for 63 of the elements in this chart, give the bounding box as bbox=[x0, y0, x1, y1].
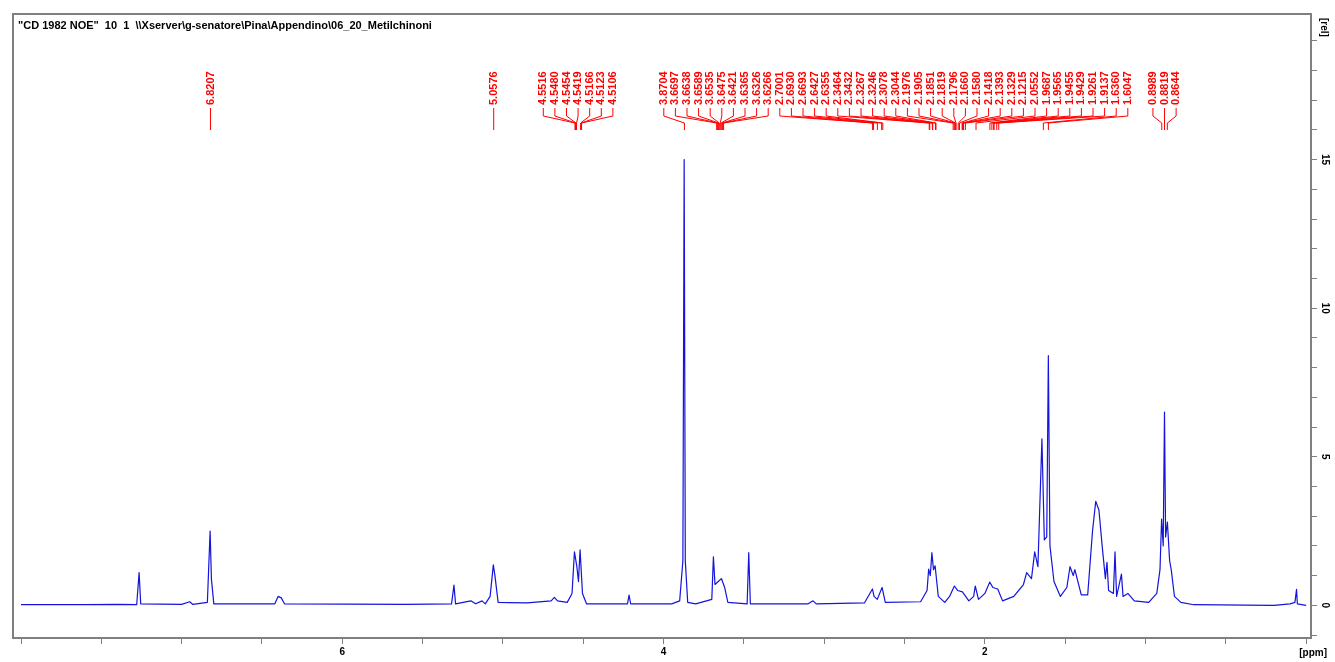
annotation: 2.3464 bbox=[830, 70, 843, 105]
annotation: 2.6355 bbox=[819, 71, 832, 105]
text: "CD 1982 NOE" 10 1 \\Xserver\g-senatore\Pina\Appendino\06_20_Metilchinoni bbox=[18, 19, 432, 32]
annotation: 2.3078 bbox=[877, 71, 890, 105]
annotation: 1.9137 bbox=[1097, 71, 1110, 105]
x-axis-title: [ppm] bbox=[1299, 646, 1327, 658]
annotation: 2.1393 bbox=[993, 71, 1006, 105]
annotation: 4.5123 bbox=[594, 71, 607, 105]
annotation: 2.1905 bbox=[912, 71, 925, 105]
annotation: 2.1418 bbox=[981, 71, 994, 105]
annotation: 4.5516 bbox=[536, 71, 549, 105]
annotation: 3.6326 bbox=[749, 71, 762, 105]
annotation: 3.6266 bbox=[761, 71, 774, 105]
y-tick-label: 0 bbox=[1320, 602, 1332, 609]
annotation: 3.6421 bbox=[726, 71, 739, 105]
annotation: 2.1580 bbox=[970, 71, 983, 105]
annotation: 0.8819 bbox=[1157, 71, 1170, 105]
annotation: 4.5419 bbox=[571, 71, 584, 105]
annotation: 2.3432 bbox=[842, 71, 855, 105]
annotation: 4.5166 bbox=[582, 71, 595, 105]
annotation: 5.0576 bbox=[486, 71, 499, 105]
annotation: 2.6693 bbox=[796, 71, 809, 105]
annotation: 4.5106 bbox=[605, 71, 618, 105]
annotation: 6.8207 bbox=[203, 71, 216, 105]
annotation: 1.9429 bbox=[1074, 71, 1087, 105]
x-tick-label: 2 bbox=[982, 645, 989, 657]
annotation: 2.1976 bbox=[900, 71, 913, 105]
annotation: 2.3267 bbox=[854, 71, 867, 105]
y-axis-title: [rel] bbox=[1319, 18, 1331, 37]
y-tick-label: 5 bbox=[1320, 453, 1332, 460]
annotation: 2.1660 bbox=[958, 71, 971, 105]
annotation: 2.1851 bbox=[923, 71, 936, 105]
annotation: 4.5454 bbox=[559, 70, 572, 105]
x-tick-label: 4 bbox=[660, 645, 667, 657]
annotation: 2.3246 bbox=[865, 71, 878, 105]
annotation: 3.6535 bbox=[703, 71, 716, 105]
annotation: 1.9455 bbox=[1062, 71, 1075, 105]
annotation: 4.5480 bbox=[547, 71, 560, 105]
annotation: 1.9261 bbox=[1086, 71, 1099, 105]
y-tick-label: 15 bbox=[1320, 154, 1332, 166]
annotation: 2.3044 bbox=[888, 70, 901, 105]
annotation: 2.6930 bbox=[784, 71, 797, 105]
annotation: 2.7001 bbox=[772, 71, 785, 105]
annotation: 3.6697 bbox=[668, 71, 681, 105]
y-tick-label: 10 bbox=[1320, 302, 1332, 315]
annotation: 3.8704 bbox=[656, 70, 669, 105]
annotation: 2.1796 bbox=[946, 71, 959, 105]
annotation: 0.8644 bbox=[1169, 70, 1182, 105]
annotation: 3.6638 bbox=[680, 71, 693, 105]
annotation: 3.6365 bbox=[738, 71, 751, 105]
annotation: 2.6427 bbox=[807, 71, 820, 105]
annotation: 0.8989 bbox=[1145, 71, 1158, 105]
annotation: 2.0552 bbox=[1028, 71, 1041, 105]
annotation: 3.6589 bbox=[691, 71, 704, 105]
annotation: 1.6360 bbox=[1109, 71, 1122, 105]
annotation: 2.1819 bbox=[935, 71, 948, 105]
annotation: 1.9687 bbox=[1039, 71, 1052, 105]
x-tick-label: 6 bbox=[339, 645, 346, 657]
annotation: 1.9565 bbox=[1051, 71, 1064, 105]
annotation: 2.1329 bbox=[1004, 71, 1017, 105]
annotation: 3.6475 bbox=[714, 71, 727, 105]
annotation: 1.6047 bbox=[1120, 71, 1133, 105]
annotation: 2.1215 bbox=[1016, 71, 1029, 105]
